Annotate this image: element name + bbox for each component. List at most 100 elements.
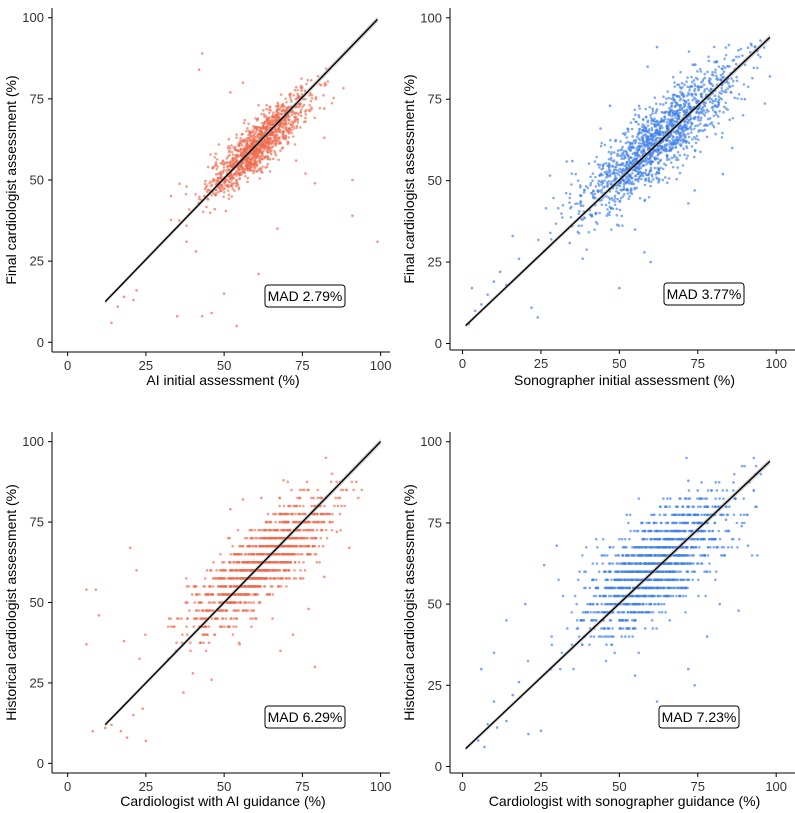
data-point — [613, 203, 617, 207]
data-point — [757, 53, 760, 57]
data-point — [340, 504, 343, 508]
data-point — [653, 96, 657, 99]
data-point — [727, 43, 731, 47]
data-point — [602, 627, 606, 630]
data-point — [473, 309, 477, 313]
x-tick-label: 25 — [139, 358, 153, 373]
data-point — [689, 84, 693, 88]
data-point — [257, 585, 260, 588]
data-point — [673, 105, 677, 108]
data-point — [511, 234, 515, 238]
data-point — [647, 173, 651, 176]
data-point — [276, 227, 279, 230]
data-point — [714, 111, 718, 114]
data-point — [701, 106, 705, 109]
data-point — [221, 170, 224, 173]
data-point — [287, 569, 291, 572]
y-tick-label: 75 — [30, 91, 44, 106]
data-point — [299, 528, 302, 532]
data-point — [717, 95, 720, 98]
data-point — [285, 585, 288, 588]
data-point — [292, 135, 295, 138]
data-point — [470, 286, 474, 290]
data-point — [277, 136, 280, 140]
data-point — [185, 625, 188, 628]
data-point — [243, 139, 246, 143]
data-point — [85, 643, 88, 646]
data-point — [335, 530, 339, 534]
data-point — [228, 149, 231, 152]
data-point — [269, 150, 273, 153]
data-point — [209, 180, 213, 183]
data-point — [322, 520, 326, 524]
data-point — [640, 177, 643, 181]
data-point — [648, 132, 652, 135]
data-point — [263, 138, 267, 141]
data-point — [188, 609, 191, 612]
data-point — [287, 127, 291, 130]
data-point — [325, 512, 328, 516]
data-point — [768, 75, 772, 78]
data-point — [682, 102, 686, 106]
data-point — [649, 157, 652, 160]
data-point — [230, 178, 234, 181]
y-tick-label: 75 — [428, 92, 442, 107]
data-point — [650, 141, 654, 145]
y-tick-label: 25 — [30, 675, 44, 690]
data-point — [278, 512, 281, 516]
data-point — [268, 158, 272, 161]
data-point — [630, 180, 634, 184]
data-point — [138, 657, 141, 661]
data-point — [643, 627, 647, 630]
data-point — [668, 121, 672, 124]
data-point — [235, 169, 238, 173]
y-axis-title: Final cardiologist assessment (%) — [401, 74, 417, 283]
data-point — [255, 128, 259, 131]
data-point — [618, 154, 621, 157]
data-point — [222, 166, 226, 169]
data-point — [692, 127, 696, 131]
data-point — [304, 116, 307, 120]
data-point — [629, 149, 632, 152]
data-point — [683, 104, 687, 108]
data-point — [665, 181, 669, 185]
data-point — [350, 480, 354, 484]
data-point — [299, 569, 302, 572]
data-point — [248, 528, 252, 532]
data-point — [714, 68, 717, 71]
data-point — [721, 76, 724, 79]
data-point — [216, 165, 220, 168]
data-point — [676, 116, 680, 120]
data-point — [661, 126, 664, 130]
data-point — [312, 544, 316, 548]
data-point — [637, 113, 640, 117]
data-point — [256, 117, 260, 120]
data-point — [669, 148, 672, 152]
data-point — [660, 119, 664, 123]
data-point — [660, 602, 663, 606]
data-point — [624, 149, 628, 153]
data-point — [271, 120, 275, 123]
data-point — [233, 172, 237, 175]
data-point — [594, 175, 597, 179]
data-point — [286, 140, 290, 144]
data-point — [226, 183, 230, 187]
data-point — [664, 101, 668, 105]
data-point — [663, 115, 667, 118]
data-point — [274, 153, 278, 157]
data-point — [694, 63, 697, 66]
data-point — [253, 151, 256, 155]
data-point — [608, 213, 611, 217]
data-point — [239, 142, 242, 146]
data-point — [604, 161, 608, 165]
data-point — [284, 109, 287, 113]
data-point — [608, 104, 612, 108]
data-point — [299, 126, 302, 129]
data-point — [271, 593, 275, 596]
data-point — [709, 77, 712, 81]
data-point — [324, 528, 328, 532]
data-point — [280, 130, 284, 134]
data-point — [287, 504, 291, 508]
data-point — [249, 169, 253, 172]
